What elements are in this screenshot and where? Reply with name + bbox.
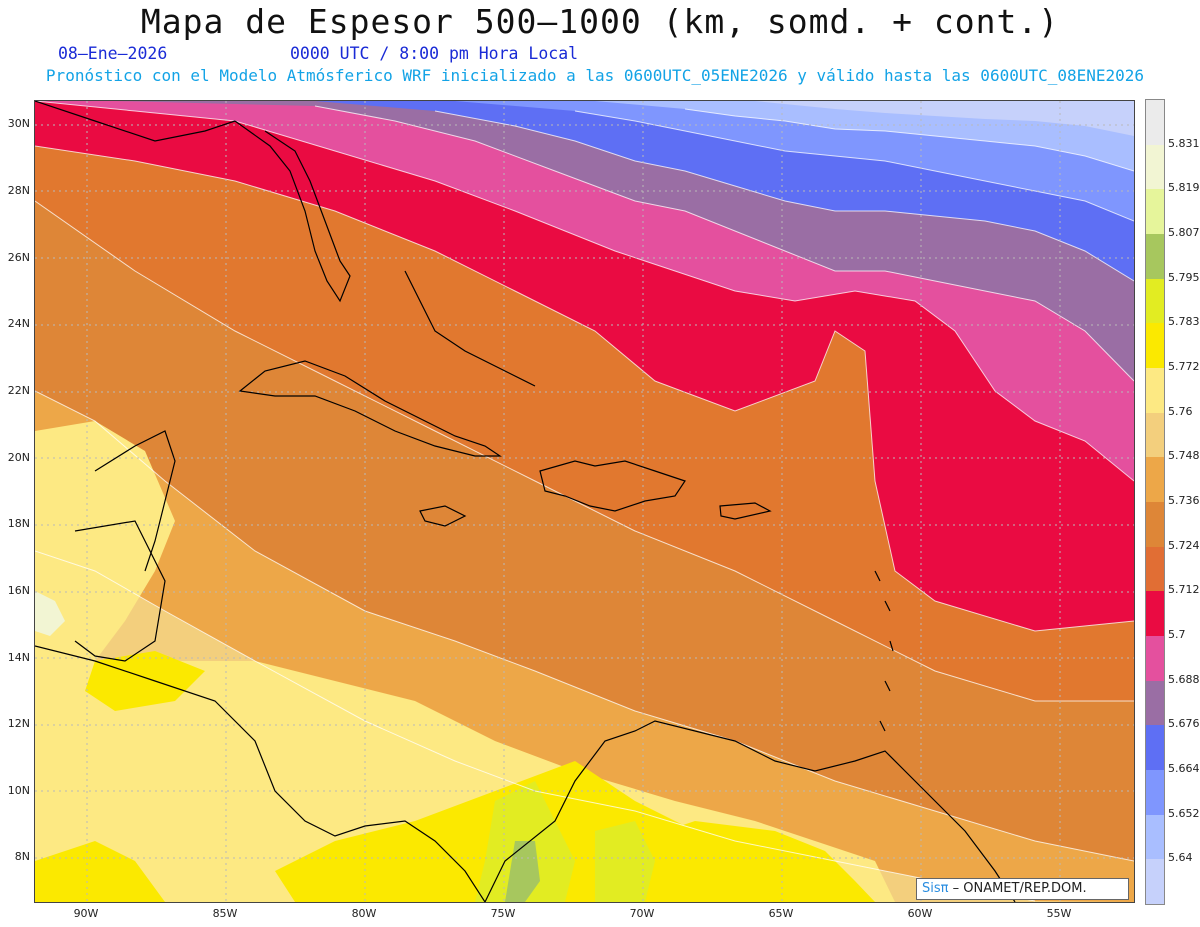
color-scale-bar	[1145, 99, 1165, 905]
gulf-coast	[35, 101, 236, 142]
color-scale-label: 5.831	[1168, 136, 1200, 150]
jamaica	[419, 505, 467, 527]
color-scale-swatch	[1146, 635, 1164, 681]
band-5.772	[35, 651, 875, 902]
central-america	[35, 520, 486, 902]
lon-label: 75W	[490, 907, 516, 920]
color-scale-swatch	[1146, 859, 1164, 904]
puerto-rico	[719, 502, 772, 520]
color-scale-label: 5.7	[1168, 628, 1186, 641]
lat-label: 10N	[7, 784, 30, 797]
color-scale-swatch	[1146, 501, 1164, 547]
credit-text: – ONAMET/REP.DOM.	[948, 881, 1087, 896]
color-scale-label: 5.795	[1168, 270, 1200, 284]
color-scale-swatch	[1146, 814, 1164, 860]
color-scale-swatch	[1146, 457, 1164, 502]
lat-label: 26N	[7, 251, 30, 264]
color-scale-label: 5.736	[1168, 494, 1200, 507]
color-scale-swatch	[1146, 591, 1164, 636]
color-scale-swatch	[1146, 100, 1164, 145]
lon-label: 65W	[768, 907, 794, 920]
color-scale-label: 5.64	[1168, 851, 1193, 865]
color-scale-swatch	[1146, 233, 1164, 279]
band-5.628	[755, 101, 1134, 136]
color-scale-swatch	[1146, 278, 1164, 324]
color-scale-label: 5.688	[1168, 672, 1200, 686]
color-scale-swatch	[1146, 546, 1164, 592]
color-scale-label: 5.724	[1168, 538, 1200, 552]
hispaniola	[539, 460, 686, 512]
lon-label: 85W	[212, 907, 238, 920]
color-scale-label: 5.712	[1168, 583, 1200, 597]
color-scale-label: 5.819	[1168, 181, 1200, 195]
color-scale-label: 5.748	[1168, 449, 1200, 463]
bahamas	[404, 270, 536, 387]
color-scale-label: 5.664	[1168, 762, 1200, 775]
brand-logo-text: Sisπ	[922, 881, 949, 896]
florida-coast	[234, 120, 351, 303]
forecast-date: 08–Ene–2026	[58, 44, 168, 63]
lon-label: 55W	[1046, 907, 1072, 920]
forecast-time: 0000 UTC / 8:00 pm Hora Local	[290, 44, 579, 63]
band-5.795	[505, 841, 540, 902]
color-scale-swatch	[1146, 144, 1164, 190]
color-scale-label: 5.676	[1168, 717, 1200, 731]
lat-label: 8N	[14, 850, 30, 863]
lat-label: 14N	[7, 651, 30, 664]
lat-label: 20N	[7, 451, 30, 464]
south-america	[484, 720, 1016, 902]
lat-label: 18N	[7, 517, 30, 530]
credit-box: Sisπ – ONAMET/REP.DOM.	[916, 878, 1129, 900]
model-description: Pronóstico con el Modelo Atmósferico WRF…	[45, 66, 1145, 85]
color-scale-label: 5.772	[1168, 360, 1200, 373]
thickness-map[interactable]	[34, 100, 1135, 903]
lon-label: 90W	[73, 907, 99, 920]
lat-label: 16N	[7, 584, 30, 597]
map-title: Mapa de Espesor 500–1000 (km, somd. + co…	[140, 2, 1060, 41]
lat-label: 24N	[7, 317, 30, 330]
color-scale-label: 5.807	[1168, 226, 1200, 239]
color-scale-label: 5.652	[1168, 806, 1200, 820]
color-scale-label: 5.76	[1168, 404, 1193, 418]
color-scale-swatch	[1146, 367, 1164, 413]
color-scale-swatch	[1146, 769, 1164, 815]
lat-label: 30N	[7, 117, 30, 130]
cuba	[238, 360, 502, 457]
lat-label: 22N	[7, 384, 30, 397]
color-scale-swatch	[1146, 680, 1164, 726]
yucatan	[94, 430, 176, 572]
color-scale-swatch	[1146, 323, 1164, 368]
color-scale-swatch	[1146, 725, 1164, 770]
lon-label: 60W	[907, 907, 933, 920]
color-scale-swatch	[1146, 189, 1164, 234]
lat-label: 28N	[7, 184, 30, 197]
band-5.76-a	[35, 421, 895, 902]
lesser-antilles	[874, 570, 894, 732]
band-5.819	[35, 591, 65, 636]
lon-label: 70W	[629, 907, 655, 920]
color-scale-swatch	[1146, 412, 1164, 458]
lon-label: 80W	[351, 907, 377, 920]
color-scale-label: 5.783	[1168, 315, 1200, 329]
lat-label: 12N	[7, 717, 30, 730]
